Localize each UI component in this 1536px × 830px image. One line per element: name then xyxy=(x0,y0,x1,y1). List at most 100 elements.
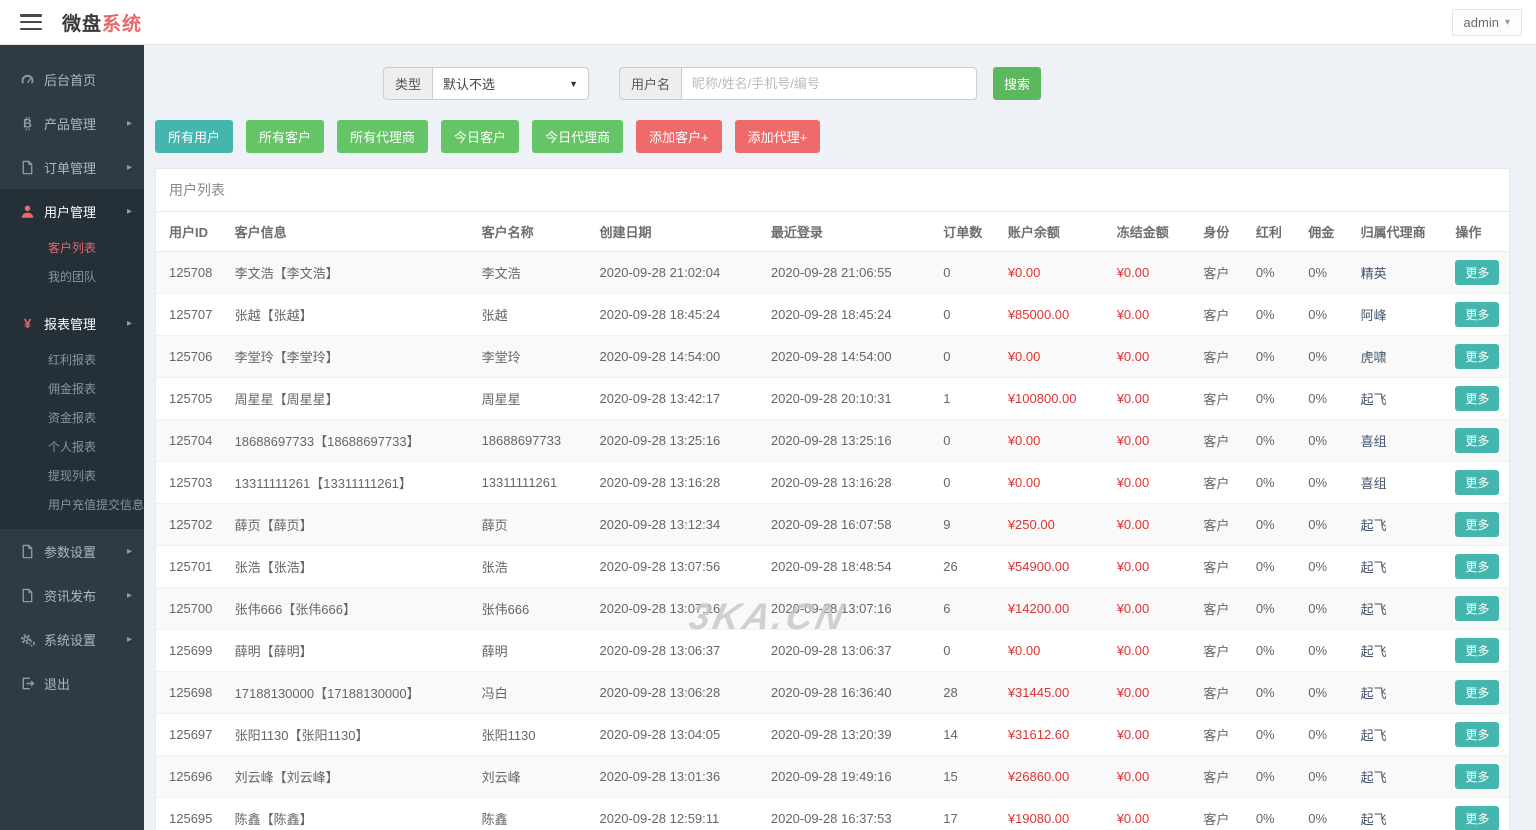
document-icon xyxy=(19,159,35,175)
orders-cell: 15 xyxy=(935,755,1000,798)
type-select-value: 默认不选 xyxy=(443,77,496,92)
frozen-cell: ¥0.00 xyxy=(1108,293,1196,336)
created-cell: 2020-09-28 13:06:28 xyxy=(591,671,763,714)
more-button[interactable]: 更多 xyxy=(1455,512,1500,537)
role-cell: 客户 xyxy=(1195,545,1248,588)
last-login-cell: 2020-09-28 18:48:54 xyxy=(762,545,936,588)
table-row: 125698 17188130000【17188130000】 冯白 2020-09-… xyxy=(156,671,1509,714)
actions-cell: 更多 xyxy=(1447,713,1509,756)
sidebar-item-news[interactable]: 资讯发布 ▸ xyxy=(0,573,144,617)
commission-cell: 0% xyxy=(1300,671,1353,714)
info-cell: 陈鑫【陈鑫】 xyxy=(226,797,474,830)
sidebar-subitem-personal-report[interactable]: 个人报表 xyxy=(48,440,97,454)
sidebar-subitem-commission-report[interactable]: 佣金报表 xyxy=(48,382,97,396)
more-button[interactable]: 更多 xyxy=(1455,302,1500,327)
sidebar-subitem-recharge-info[interactable]: 用户充值提交信息 xyxy=(48,498,145,512)
balance-cell: ¥0.00 xyxy=(999,629,1109,672)
sidebar-subitem-my-team[interactable]: 我的团队 xyxy=(48,270,97,284)
created-cell: 2020-09-28 13:12:34 xyxy=(591,503,763,546)
add-agent-button[interactable]: 添加代理+ xyxy=(734,120,821,153)
more-button[interactable]: 更多 xyxy=(1455,680,1500,705)
sidebar-item-params[interactable]: 参数设置 ▸ xyxy=(0,529,144,573)
more-button[interactable]: 更多 xyxy=(1455,764,1500,789)
actions-cell: 更多 xyxy=(1447,293,1509,336)
sidebar-item-products[interactable]: B 产品管理 ▸ xyxy=(0,101,144,145)
topbar: 微盘系统 admin ▾ xyxy=(0,0,1536,45)
more-button[interactable]: 更多 xyxy=(1455,638,1500,663)
all-agents-button[interactable]: 所有代理商 xyxy=(337,120,429,153)
orders-cell: 14 xyxy=(935,713,1000,756)
sidebar-subitem-bonus-report[interactable]: 红利报表 xyxy=(48,353,97,367)
add-customer-button[interactable]: 添加客户+ xyxy=(636,120,722,153)
more-button[interactable]: 更多 xyxy=(1455,806,1500,830)
user-menu-dropdown[interactable]: admin ▾ xyxy=(1451,8,1522,36)
agent-cell: 精英 xyxy=(1352,251,1448,294)
user-list-panel: 用户列表 用户ID 客户信息 客户名称 创建日期 最近登录 订单数 账户余额 冻结金额 身份 红利… xyxy=(155,168,1510,830)
bonus-cell: 0% xyxy=(1247,629,1301,672)
more-button[interactable]: 更多 xyxy=(1455,554,1500,579)
info-cell: 张阳1130【张阳1130】 xyxy=(226,713,474,756)
sidebar-subitem-withdraw-list[interactable]: 提现列表 xyxy=(48,469,97,483)
more-button[interactable]: 更多 xyxy=(1455,596,1500,621)
balance-cell: ¥0.00 xyxy=(999,335,1109,378)
created-cell: 2020-09-28 13:16:28 xyxy=(591,461,763,504)
user-table: 用户ID 客户信息 客户名称 创建日期 最近登录 订单数 账户余额 冻结金额 身份 红利 佣金 归属代… xyxy=(156,211,1509,830)
more-button[interactable]: 更多 xyxy=(1455,428,1500,453)
main-content: 类型 默认不选 ▼ 用户名 搜索 所有用户所有客户所有代理商今日客户今日代理商添… xyxy=(144,45,1536,830)
last-login-cell: 2020-09-28 16:36:40 xyxy=(762,671,936,714)
sidebar-subitem-customer-list[interactable]: 客户列表 xyxy=(48,241,97,255)
orders-cell: 0 xyxy=(935,335,1000,378)
more-button[interactable]: 更多 xyxy=(1455,344,1500,369)
more-button[interactable]: 更多 xyxy=(1455,470,1500,495)
sidebar-item-logout[interactable]: 退出 xyxy=(0,661,144,705)
all-users-button[interactable]: 所有用户 xyxy=(155,120,234,153)
bitcoin-icon: B xyxy=(19,115,35,131)
sidebar-item-system[interactable]: 系统设置 ▸ xyxy=(0,617,144,661)
column-header: 最近登录 xyxy=(762,211,936,252)
balance-cell: ¥31612.60 xyxy=(999,713,1109,756)
app-logo: 微盘系统 xyxy=(62,9,142,36)
table-row: 125700 张伟666【张伟666】 张伟666 2020-09-28 13:07:… xyxy=(156,587,1509,630)
commission-cell: 0% xyxy=(1300,335,1353,378)
more-button[interactable]: 更多 xyxy=(1455,722,1500,747)
username-input[interactable] xyxy=(681,67,978,100)
search-button[interactable]: 搜索 xyxy=(993,67,1042,100)
table-row: 125706 李堂玲【李堂玲】 李堂玲 2020-09-28 14:54:00 2020… xyxy=(156,335,1509,378)
sidebar-subitem-funds-report[interactable]: 资金报表 xyxy=(48,411,97,425)
last-login-cell: 2020-09-28 16:37:53 xyxy=(762,797,936,830)
all-customers-button[interactable]: 所有客户 xyxy=(246,120,325,153)
type-select[interactable]: 默认不选 ▼ xyxy=(432,67,590,100)
info-cell: 17188130000【17188130000】 xyxy=(226,671,474,714)
today-agents-button[interactable]: 今日代理商 xyxy=(532,120,624,153)
menu-toggle-icon[interactable] xyxy=(20,14,42,30)
agent-cell: 喜组 xyxy=(1352,461,1448,504)
column-header: 用户ID xyxy=(156,211,227,252)
balance-cell: ¥26860.00 xyxy=(999,755,1109,798)
role-cell: 客户 xyxy=(1195,503,1248,546)
yen-icon: ¥ xyxy=(19,315,35,331)
sidebar-item-users[interactable]: 用户管理 ▸ xyxy=(0,189,144,233)
id-cell: 125708 xyxy=(156,251,227,294)
balance-cell: ¥31445.00 xyxy=(999,671,1109,714)
frozen-cell: ¥0.00 xyxy=(1108,629,1196,672)
username-filter-group: 用户名 xyxy=(619,67,978,100)
name-cell: 薛页 xyxy=(473,503,592,546)
info-cell: 薛明【薛明】 xyxy=(226,629,474,672)
frozen-cell: ¥0.00 xyxy=(1108,755,1196,798)
frozen-cell: ¥0.00 xyxy=(1108,251,1196,294)
name-cell: 张浩 xyxy=(473,545,592,588)
sidebar-group: 后台首页 xyxy=(0,57,144,101)
more-button[interactable]: 更多 xyxy=(1455,260,1500,285)
today-customers-button[interactable]: 今日客户 xyxy=(441,120,520,153)
type-filter-group: 类型 默认不选 ▼ xyxy=(383,67,590,100)
frozen-cell: ¥0.00 xyxy=(1108,797,1196,830)
actions-cell: 更多 xyxy=(1447,377,1509,420)
sidebar-item-reports[interactable]: ¥ 报表管理 ▸ xyxy=(0,301,144,345)
logout-icon xyxy=(19,675,35,691)
table-row: 125699 薛明【薛明】 薛明 2020-09-28 13:06:37 2020-09… xyxy=(156,629,1509,672)
more-button[interactable]: 更多 xyxy=(1455,386,1500,411)
actions-cell: 更多 xyxy=(1447,755,1509,798)
sidebar-item-orders[interactable]: 订单管理 ▸ xyxy=(0,145,144,189)
last-login-cell: 2020-09-28 13:06:37 xyxy=(762,629,936,672)
sidebar-item-home[interactable]: 后台首页 xyxy=(0,57,144,101)
